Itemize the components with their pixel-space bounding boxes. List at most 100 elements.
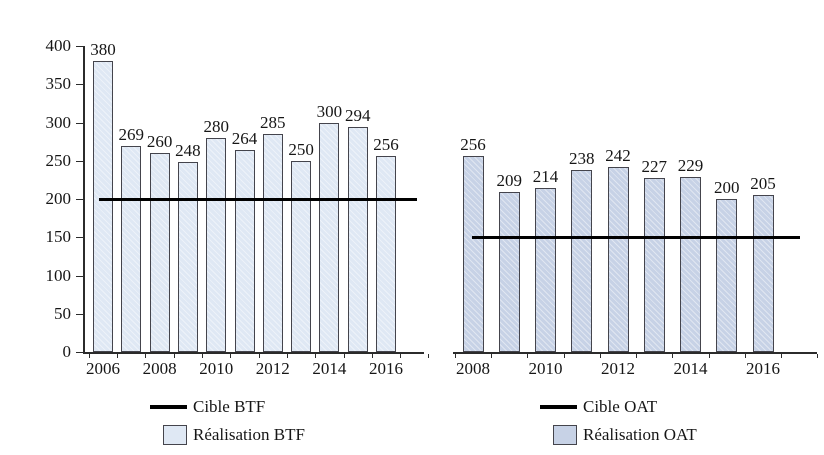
x-axis-tick xyxy=(428,354,430,358)
bar-series-swatch xyxy=(163,425,187,445)
bar-value-label: 209 xyxy=(496,171,523,191)
bar-value-label: 248 xyxy=(175,141,201,161)
bar-value-label: 250 xyxy=(288,139,314,159)
y-tick-label: 400 xyxy=(45,36,72,55)
bar-value-label: 256 xyxy=(460,135,486,155)
bar xyxy=(607,166,629,352)
x-tick-label: 2016 xyxy=(746,359,780,378)
y-axis-tick xyxy=(76,275,83,277)
x-tick-label: 2008 xyxy=(142,359,177,378)
x-tick-label: 2008 xyxy=(456,359,490,378)
x-tick-label: 2016 xyxy=(369,359,403,378)
bar-value-label: 280 xyxy=(203,116,229,136)
bar xyxy=(643,178,665,352)
x-axis-tick xyxy=(400,354,402,358)
x-axis-tick xyxy=(454,354,456,358)
bar xyxy=(716,199,738,352)
bar xyxy=(752,195,774,352)
y-tick-label: 300 xyxy=(45,112,72,132)
bar-value-label: 294 xyxy=(344,106,371,126)
btf-legend-target-row: Cible BTF xyxy=(147,396,305,418)
y-axis-tick xyxy=(76,46,83,47)
x-axis-tick xyxy=(563,354,565,358)
x-axis-tick xyxy=(371,354,373,358)
bar xyxy=(149,153,170,352)
btf-legend: Cible BTF Réalisation BTF xyxy=(147,396,305,448)
y-axis-tick xyxy=(76,199,83,200)
bar-value-label: 269 xyxy=(118,125,145,145)
x-tick-label: 2012 xyxy=(255,359,290,378)
x-axis-tick xyxy=(781,354,783,358)
y-tick-label: 350 xyxy=(45,74,72,94)
bar-value-label: 242 xyxy=(605,145,631,165)
y-axis-tick xyxy=(76,313,83,315)
bar-value-label: 229 xyxy=(677,155,704,175)
x-axis-tick xyxy=(636,354,638,358)
y-axis-tick xyxy=(76,237,83,239)
target-line-swatch xyxy=(150,405,187,409)
bar-value-label: 227 xyxy=(641,157,668,177)
oat-legend-series-row: Réalisation OAT xyxy=(537,422,697,448)
x-axis-tick xyxy=(145,354,147,358)
x-axis-tick xyxy=(527,354,529,358)
y-tick-label: 150 xyxy=(45,227,72,247)
bar xyxy=(177,162,198,352)
x-tick-label: 2014 xyxy=(312,359,347,378)
x-axis-tick xyxy=(708,354,710,358)
bar xyxy=(319,122,340,352)
bar xyxy=(206,137,227,352)
target-line xyxy=(99,197,417,201)
y-axis-tick xyxy=(76,352,83,353)
y-tick-label: 250 xyxy=(45,150,72,170)
bar-value-label: 205 xyxy=(750,174,776,194)
bar xyxy=(347,127,368,352)
y-tick-label: 0 xyxy=(62,342,72,361)
bar xyxy=(376,156,396,352)
bar xyxy=(535,188,556,352)
bar xyxy=(291,160,312,352)
x-axis-tick xyxy=(173,354,175,358)
bar-value-label: 380 xyxy=(90,40,116,60)
x-axis-tick xyxy=(343,354,345,358)
x-tick-label: 2010 xyxy=(199,359,234,378)
oat-legend: Cible OAT Réalisation OAT xyxy=(537,396,697,448)
bar xyxy=(234,150,255,352)
x-tick-label: 2012 xyxy=(601,359,635,378)
x-axis-tick xyxy=(817,354,819,358)
bar-value-label: 238 xyxy=(569,148,595,168)
x-tick-label: 2010 xyxy=(528,359,563,378)
y-tick-label: 200 xyxy=(45,189,72,208)
bar-value-label: 300 xyxy=(316,101,343,121)
target-line-swatch xyxy=(540,405,577,409)
x-axis-tick xyxy=(315,354,317,358)
bar-value-label: 214 xyxy=(532,167,559,187)
bar xyxy=(498,192,520,352)
bar-value-label: 285 xyxy=(260,112,286,132)
bar xyxy=(93,61,113,352)
y-tick-label: 100 xyxy=(45,265,72,285)
x-axis-tick xyxy=(744,354,746,358)
y-axis-tick xyxy=(76,84,83,86)
bar xyxy=(571,169,593,352)
y-axis-tick xyxy=(76,122,83,124)
x-axis-tick xyxy=(258,354,260,358)
oat-legend-target-row: Cible OAT xyxy=(537,396,697,418)
x-axis-tick xyxy=(286,354,288,358)
x-axis-line xyxy=(83,352,424,354)
x-axis-tick xyxy=(491,354,493,358)
oat-target-legend-label: Cible OAT xyxy=(583,397,658,416)
x-axis-tick xyxy=(230,354,232,358)
x-axis-tick xyxy=(202,354,204,358)
x-axis-tick xyxy=(88,354,90,358)
bar xyxy=(680,176,701,352)
x-axis-tick xyxy=(672,354,674,358)
y-axis-tick xyxy=(76,160,83,162)
bar-series-swatch xyxy=(553,425,577,445)
x-tick-label: 2006 xyxy=(86,359,120,378)
btf-legend-series-row: Réalisation BTF xyxy=(147,422,305,448)
bar-value-label: 264 xyxy=(231,129,258,149)
target-line xyxy=(472,235,800,239)
y-tick-label: 50 xyxy=(54,303,71,323)
